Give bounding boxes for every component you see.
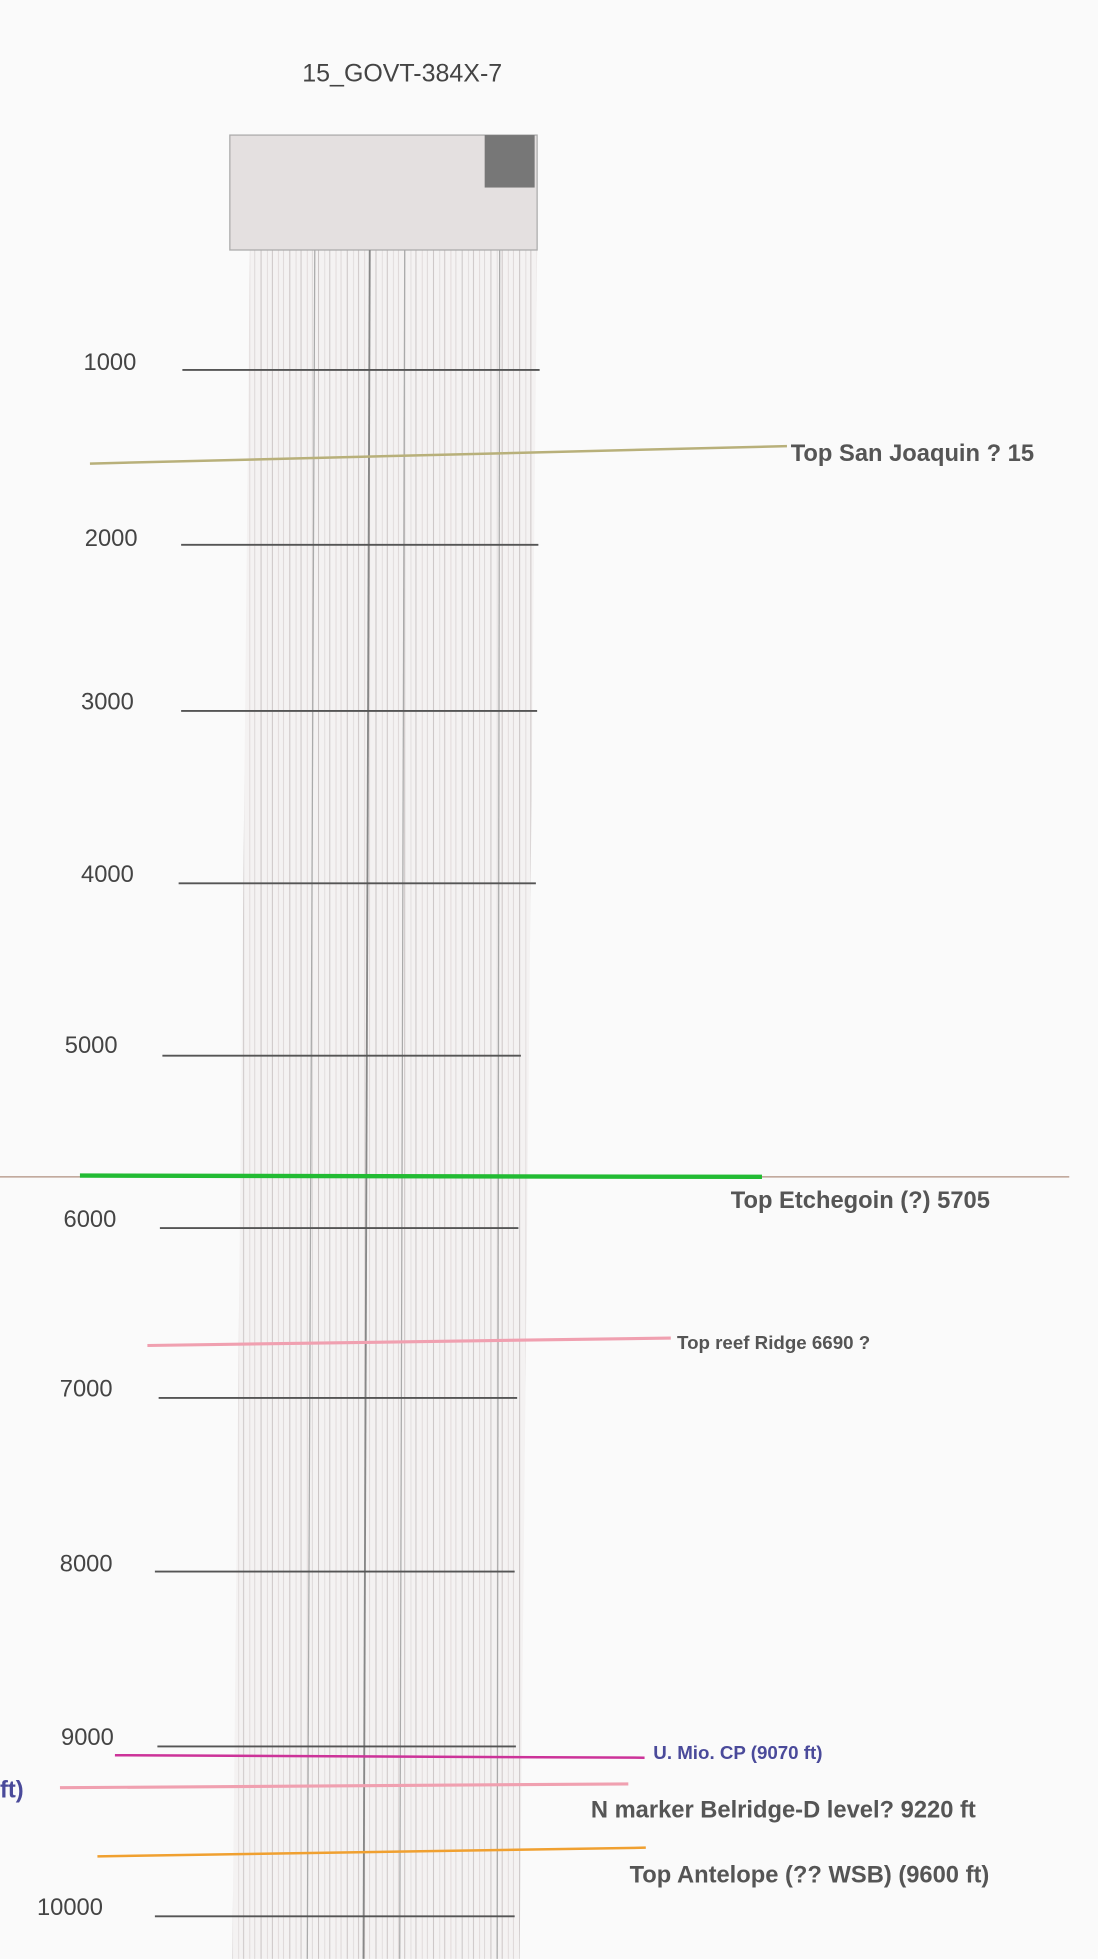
top-label: Top reef Ridge 6690 ? [677, 1332, 870, 1353]
curve [496, 249, 501, 1959]
cut-label: ft) [0, 1778, 24, 1804]
depth-label: 3000 [81, 690, 134, 716]
top-line [147, 1336, 671, 1348]
depth-label: 9000 [61, 1725, 114, 1751]
depth-label: 10000 [37, 1895, 103, 1921]
depth-label: 8000 [60, 1552, 113, 1578]
top-label: U. Mio. CP (9070 ft) [653, 1742, 822, 1763]
top-line [79, 1173, 762, 1180]
curve [362, 249, 371, 1959]
top-line [97, 1846, 646, 1858]
title: 15_GOVT-384X-7 [302, 59, 502, 87]
depth-label: 4000 [81, 862, 134, 888]
log-strip [232, 249, 538, 1959]
depth-label: 6000 [64, 1207, 117, 1233]
top-label: Top Antelope (?? WSB) (9600 ft) [630, 1863, 990, 1889]
top-line [89, 444, 787, 465]
curve [399, 249, 406, 1959]
curve [306, 249, 316, 1959]
top-line [114, 1753, 645, 1759]
log-header-block [484, 135, 535, 188]
top-label: N marker Belridge-D level? 9220 ft [591, 1798, 976, 1824]
top-label: Top San Joaquin ? 15 [791, 441, 1034, 467]
depth-label: 1000 [84, 350, 137, 376]
depth-label: 7000 [60, 1377, 113, 1403]
top-line [59, 1782, 629, 1790]
top-label: Top Etchegoin (?) 5705 [731, 1188, 990, 1214]
depth-label: 5000 [65, 1033, 118, 1059]
depth-label: 2000 [85, 526, 138, 552]
